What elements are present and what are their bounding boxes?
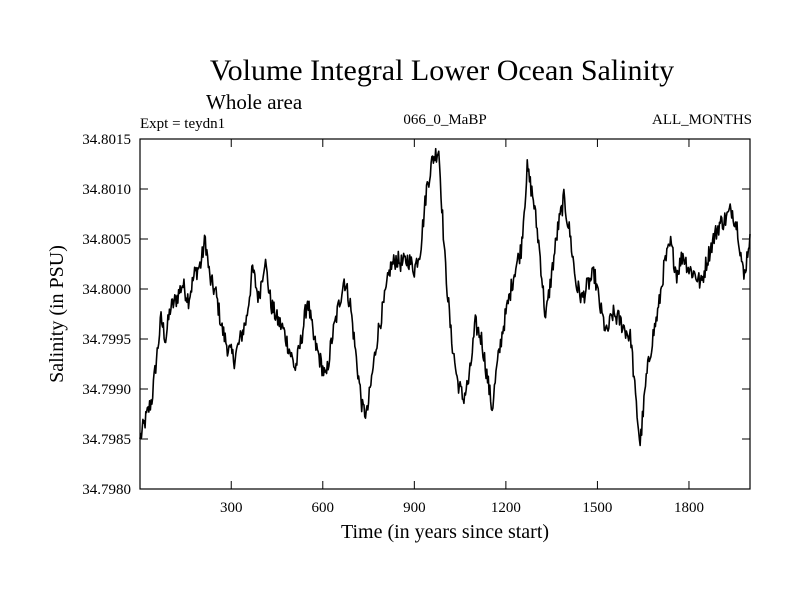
x-tick-label: 600 — [312, 500, 335, 516]
x-axis-label: Time (in years since start) — [341, 521, 549, 543]
experiment-label: Expt = teydn1 — [140, 116, 225, 132]
y-tick-label: 34.7980 — [82, 482, 131, 498]
x-tick-label: 900 — [403, 500, 426, 516]
y-tick-label: 34.8000 — [82, 282, 131, 298]
x-axis-ticks: 300 600 900 1200 1500 1800 — [220, 139, 704, 516]
y-axis-label: Salinity (in PSU) — [46, 245, 68, 383]
x-tick-label: 1200 — [491, 500, 521, 516]
salinity-series-line — [139, 147, 751, 447]
y-tick-label: 34.8005 — [82, 232, 131, 248]
x-tick-label: 1800 — [674, 500, 704, 516]
y-tick-label: 34.7990 — [82, 382, 131, 398]
y-tick-label: 34.7985 — [82, 432, 131, 448]
y-axis-ticks: 34.7980 34.7985 34.7990 34.7995 34.8000 34.80… — [82, 132, 750, 498]
plot-frame — [139, 138, 751, 490]
months-label: ALL_MONTHS — [652, 112, 752, 128]
y-tick-label: 34.8015 — [82, 132, 131, 148]
x-tick-label: 300 — [220, 500, 243, 516]
y-tick-label: 34.8010 — [82, 182, 131, 198]
x-tick-label: 1500 — [582, 500, 612, 516]
period-label: 066_0_MaBP — [403, 112, 486, 128]
y-tick-label: 34.7995 — [82, 332, 131, 348]
chart-subtitle: Whole area — [206, 90, 303, 114]
chart-title: Volume Integral Lower Ocean Salinity — [210, 54, 674, 87]
